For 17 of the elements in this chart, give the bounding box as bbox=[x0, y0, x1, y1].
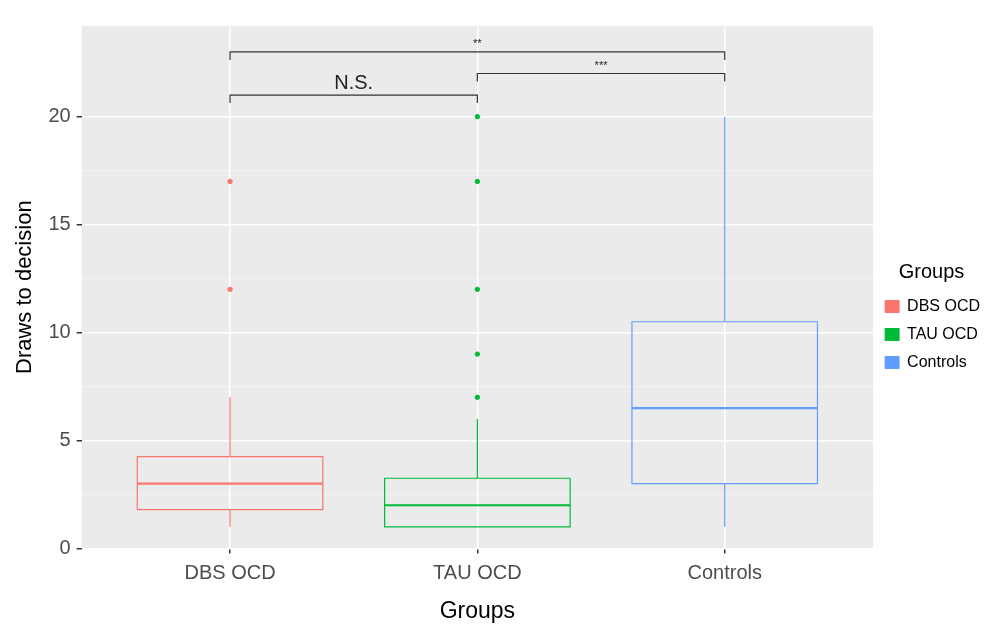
annotation: N.S. bbox=[334, 70, 374, 93]
legend-label: Controls bbox=[907, 352, 967, 370]
legend-label: TAU OCD bbox=[907, 324, 978, 342]
x-tick-label: Controls bbox=[687, 560, 762, 583]
y-tick-label: 5 bbox=[59, 427, 71, 450]
y-tick-label: 10 bbox=[48, 320, 71, 343]
y-axis-title: Draws to decision bbox=[11, 200, 37, 375]
annotation: *** bbox=[594, 59, 609, 72]
x-axis-title: Groups bbox=[439, 596, 516, 623]
x-tick-label: TAU OCD bbox=[433, 560, 522, 583]
y-tick-label: 0 bbox=[59, 535, 71, 558]
legend-label: DBS OCD bbox=[907, 296, 981, 314]
legend-title: Groups bbox=[898, 260, 965, 283]
annotation: ** bbox=[473, 37, 483, 50]
y-tick-label: 15 bbox=[48, 212, 71, 235]
x-tick-label: DBS OCD bbox=[184, 560, 276, 583]
y-tick-label: 20 bbox=[48, 104, 71, 127]
